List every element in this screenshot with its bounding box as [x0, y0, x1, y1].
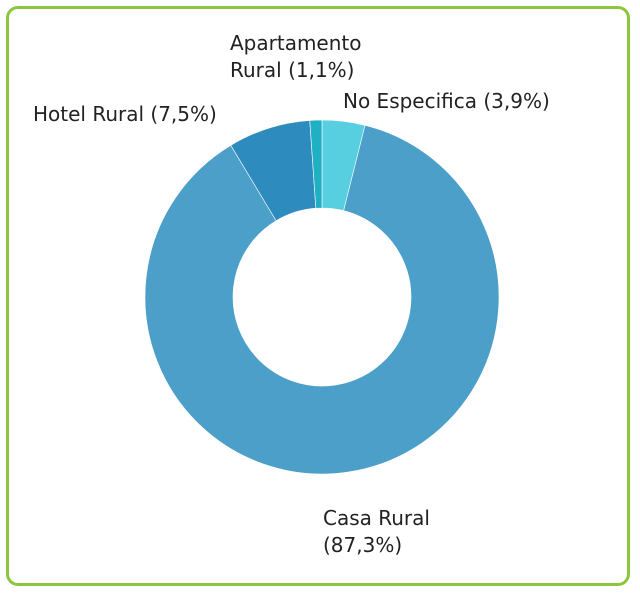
label-apartamento-rural-line-2: Rural (1,1%): [230, 58, 355, 82]
chart-frame: [6, 6, 630, 586]
label-no-especifica-line-1: No Especifica (3,9%): [343, 89, 550, 113]
label-apartamento-rural-line-1: Apartamento: [230, 31, 362, 55]
label-no-especifica: No Especifica (3,9%): [343, 88, 550, 115]
label-casa-rural-line-1: Casa Rural: [323, 506, 430, 530]
label-casa-rural-line-2: (87,3%): [323, 533, 403, 557]
slice-apartamento: [309, 119, 323, 209]
slice-casa-rural: [144, 124, 500, 475]
label-casa-rural: Casa Rural (87,3%): [323, 505, 430, 559]
label-hotel-rural: Hotel Rural (7,5%): [33, 101, 217, 128]
label-hotel-rural-line-1: Hotel Rural (7,5%): [33, 102, 217, 126]
label-apartamento-rural: Apartamento Rural (1,1%): [230, 30, 362, 84]
